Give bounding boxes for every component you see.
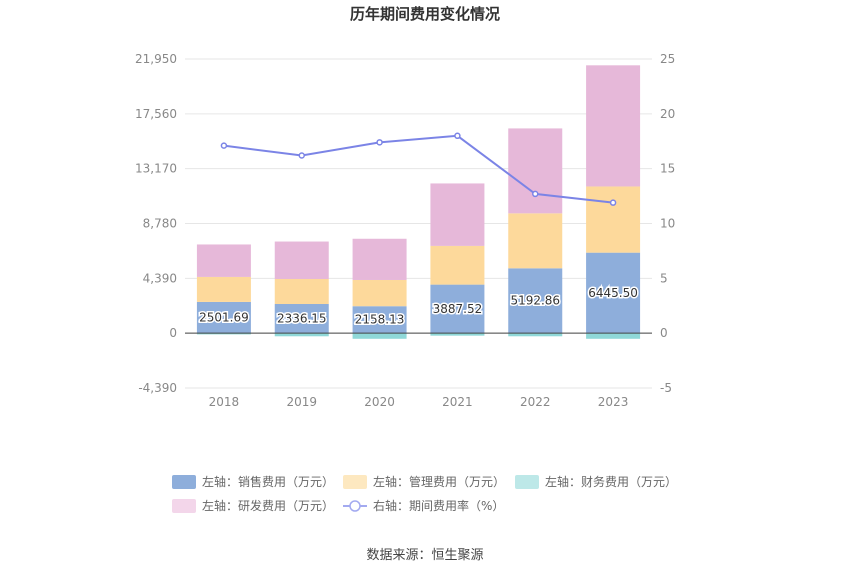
bar-finance-2021	[430, 333, 485, 336]
ratio-point-2022	[532, 190, 539, 198]
ratio-point-2018	[220, 142, 228, 149]
ratio-line-series	[220, 132, 617, 206]
bar-sales-2018	[196, 301, 251, 334]
right-axis-ticks: 25 20 15 10 5 0 -5	[660, 52, 675, 395]
right-tick-label: 0	[660, 326, 668, 340]
bar-sales-2023	[586, 252, 641, 334]
legend-swatch	[172, 475, 196, 489]
bar-rd-2023	[586, 65, 641, 187]
ratio-line	[223, 134, 614, 204]
x-tick-label: 2023	[598, 395, 629, 409]
legend-label: 右轴：期间费用率（%）	[373, 498, 504, 513]
legend-swatch	[515, 475, 539, 489]
bar-admin-2018	[196, 276, 251, 302]
x-axis-ticks: 2018 2019 2020 2021 2022 2023	[209, 395, 629, 409]
bar-label-2018: 2501.69	[199, 311, 249, 325]
x-tick-label: 2021	[442, 395, 473, 409]
bar-admin-2022	[508, 213, 563, 269]
left-tick-label: -4,390	[138, 381, 177, 395]
bar-finance-2023	[586, 333, 641, 339]
legend-item-3: 左轴：财务费用（万元）	[515, 474, 677, 489]
legend-swatch	[172, 499, 196, 513]
legend-item-2: 左轴：管理费用（万元）	[343, 474, 505, 489]
legend: 左轴：销售费用（万元） 左轴：管理费用（万元） 左轴：财务费用（万元） 左轴：研发费用…	[172, 474, 677, 513]
bar-label-2019: 2336.15	[277, 312, 327, 326]
bar-labels: 2501.69 2336.15 2158.13 3887.52 5192.86 6445.…	[198, 284, 640, 328]
legend-label: 左轴：销售费用（万元）	[202, 474, 334, 489]
ratio-point-2021	[454, 132, 461, 140]
bar-admin-2023	[586, 186, 641, 253]
bar-finance-2022	[508, 333, 563, 337]
bar-finance-2018	[196, 333, 251, 335]
bars	[196, 65, 641, 339]
ratio-point-2019	[298, 152, 305, 159]
bar-admin-2021	[430, 245, 485, 285]
left-axis-ticks: 21,950 17,560 13,170 8,780 4,390 0 -4,390	[135, 52, 177, 395]
legend-label: 左轴：研发费用（万元）	[202, 498, 334, 513]
left-tick-label: 8,780	[143, 217, 177, 231]
left-tick-label: 17,560	[135, 107, 177, 121]
bar-finance-2019	[274, 333, 329, 337]
right-tick-label: 20	[660, 107, 675, 121]
bar-rd-2019	[274, 241, 329, 280]
left-tick-label: 4,390	[143, 271, 177, 285]
bar-label-2023: 6445.50	[588, 286, 638, 300]
right-tick-label: 10	[660, 217, 675, 231]
x-tick-label: 2020	[364, 395, 395, 409]
bar-label-2020: 2158.13	[355, 313, 405, 327]
legend-item-5: 右轴：期间费用率（%）	[343, 498, 504, 513]
x-tick-label: 2018	[209, 395, 240, 409]
bar-rd-2022	[508, 128, 563, 214]
data-source: 数据来源：恒生聚源	[366, 548, 483, 563]
ratio-point-2020	[376, 139, 383, 146]
legend-label: 左轴：财务费用（万元）	[545, 474, 677, 489]
right-tick-label: -5	[660, 381, 672, 395]
legend-item-1: 左轴：销售费用（万元）	[172, 474, 334, 489]
bar-finance-2020	[352, 333, 407, 339]
bar-sales-2019	[274, 303, 329, 334]
bar-sales-2022	[508, 268, 563, 334]
ratio-point-2023	[609, 199, 617, 206]
bar-admin-2019	[274, 279, 329, 304]
legend-item-4: 左轴：研发费用（万元）	[172, 498, 334, 513]
bar-rd-2018	[196, 244, 251, 277]
left-tick-label: 21,950	[135, 52, 177, 66]
bar-rd-2020	[352, 238, 407, 280]
bar-label-2021: 3887.52	[433, 302, 483, 316]
bar-sales-2021	[430, 284, 485, 334]
left-tick-label: 13,170	[135, 162, 177, 176]
grid-lines	[185, 58, 652, 389]
bar-label-2022: 5192.86	[510, 294, 560, 308]
bar-rd-2021	[430, 183, 485, 246]
x-tick-label: 2022	[520, 395, 551, 409]
bar-admin-2020	[352, 279, 407, 307]
legend-label: 左轴：管理费用（万元）	[373, 474, 505, 489]
legend-marker	[349, 500, 361, 512]
right-tick-label: 15	[660, 162, 675, 176]
legend-swatch	[343, 475, 367, 489]
right-tick-label: 5	[660, 271, 668, 285]
x-tick-label: 2019	[286, 395, 317, 409]
bar-sales-2020	[352, 306, 407, 334]
left-tick-label: 0	[169, 326, 177, 340]
chart-title: 历年期间费用变化情况	[350, 5, 500, 23]
right-tick-label: 25	[660, 52, 675, 66]
